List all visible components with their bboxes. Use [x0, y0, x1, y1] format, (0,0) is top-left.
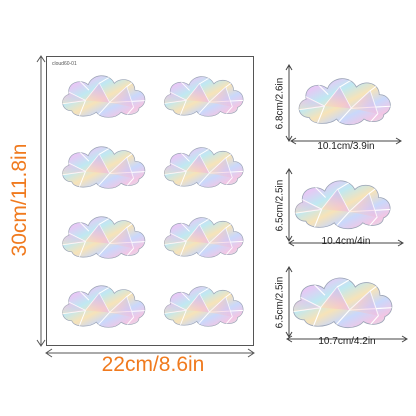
sample-1-height-label: 6.8cm/2.6in: [274, 77, 286, 130]
sample-3-width-label: 10.7cm/4.2in: [318, 336, 376, 347]
sample-1-height-arrow: [285, 64, 293, 142]
sample-cloud-3: [288, 268, 398, 334]
sheet-height-arrow: [36, 55, 46, 347]
sheet-height-label: 30cm/11.8in: [8, 143, 31, 257]
sample-3-height-arrow: [285, 266, 293, 338]
cloud-sticker: [58, 208, 150, 264]
sheet-width-arrow: [45, 348, 255, 358]
sheet-code-label: cloud60-01: [52, 61, 77, 67]
sample-3-width-arrow: [286, 335, 408, 343]
sample-1-width-label: 10.1cm/3.9in: [317, 141, 375, 152]
sample-cloud-1: [294, 66, 396, 134]
cloud-sticker: [160, 68, 248, 122]
cloud-sticker: [160, 138, 248, 194]
sample-2-height-arrow: [285, 168, 293, 242]
sheet-width-label: 22cm/8.6in: [101, 353, 205, 376]
sample-2-height-label: 6.5cm/2.5in: [274, 179, 286, 232]
cloud-sticker: [58, 276, 150, 334]
cloud-sticker: [160, 208, 248, 264]
cloud-sticker: [58, 68, 150, 122]
sample-2-width-arrow: [288, 239, 404, 247]
sample-3-height-label: 6.5cm/2.5in: [274, 276, 286, 329]
sample-cloud-2: [290, 170, 396, 236]
sample-1-width-arrow: [290, 137, 402, 145]
sample-2-width-label: 10.4cm/4in: [321, 236, 371, 247]
cloud-sticker: [58, 138, 150, 194]
cloud-sticker: [160, 276, 248, 334]
